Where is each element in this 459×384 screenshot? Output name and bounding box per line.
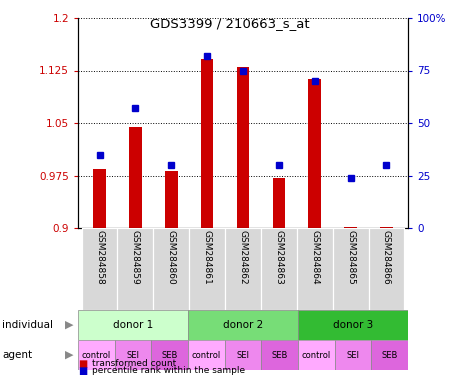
Bar [368, 228, 403, 310]
Bar [296, 228, 332, 310]
Bar [188, 310, 297, 340]
Text: GSM284864: GSM284864 [309, 230, 319, 285]
Text: GSM284861: GSM284861 [202, 230, 211, 285]
Text: SEB: SEB [271, 351, 287, 359]
Text: transformed count: transformed count [92, 359, 176, 368]
Text: GSM284863: GSM284863 [274, 230, 283, 285]
Bar [261, 340, 297, 370]
Bar [153, 228, 189, 310]
Bar [332, 228, 368, 310]
Text: individual: individual [2, 320, 53, 330]
Text: donor 2: donor 2 [223, 320, 263, 330]
Text: GSM284860: GSM284860 [167, 230, 175, 285]
Bar [78, 340, 114, 370]
Bar [224, 340, 261, 370]
Bar [272, 178, 285, 228]
Text: SEB: SEB [161, 351, 178, 359]
Bar [93, 169, 106, 228]
Bar [297, 340, 334, 370]
Text: ■: ■ [78, 366, 87, 376]
Bar [188, 340, 224, 370]
Bar [224, 228, 260, 310]
Bar [114, 340, 151, 370]
Bar [380, 227, 392, 228]
Text: SEI: SEI [346, 351, 359, 359]
Bar [117, 228, 153, 310]
Text: GSM284865: GSM284865 [345, 230, 354, 285]
Bar [297, 310, 407, 340]
Bar [81, 228, 117, 310]
Text: ■: ■ [78, 359, 87, 369]
Text: GSM284858: GSM284858 [95, 230, 104, 285]
Bar [189, 228, 224, 310]
Bar [260, 228, 296, 310]
Text: agent: agent [2, 350, 32, 360]
Text: ▶: ▶ [65, 320, 73, 330]
Text: SEI: SEI [126, 351, 139, 359]
Bar [236, 67, 249, 228]
Text: SEI: SEI [236, 351, 249, 359]
Bar [78, 310, 188, 340]
Text: GSM284866: GSM284866 [381, 230, 390, 285]
Text: donor 3: donor 3 [332, 320, 372, 330]
Bar [370, 340, 407, 370]
Text: GDS3399 / 210663_s_at: GDS3399 / 210663_s_at [150, 17, 309, 30]
Bar [334, 340, 370, 370]
Bar [151, 340, 188, 370]
Text: donor 1: donor 1 [112, 320, 153, 330]
Text: GSM284862: GSM284862 [238, 230, 247, 285]
Text: control: control [191, 351, 220, 359]
Bar [129, 126, 141, 228]
Text: control: control [301, 351, 330, 359]
Text: control: control [82, 351, 111, 359]
Bar [344, 227, 356, 228]
Bar [308, 79, 320, 228]
Bar [165, 170, 177, 228]
Text: ▶: ▶ [65, 350, 73, 360]
Text: GSM284859: GSM284859 [131, 230, 140, 285]
Text: percentile rank within the sample: percentile rank within the sample [92, 366, 244, 375]
Bar [201, 59, 213, 228]
Text: SEB: SEB [381, 351, 397, 359]
